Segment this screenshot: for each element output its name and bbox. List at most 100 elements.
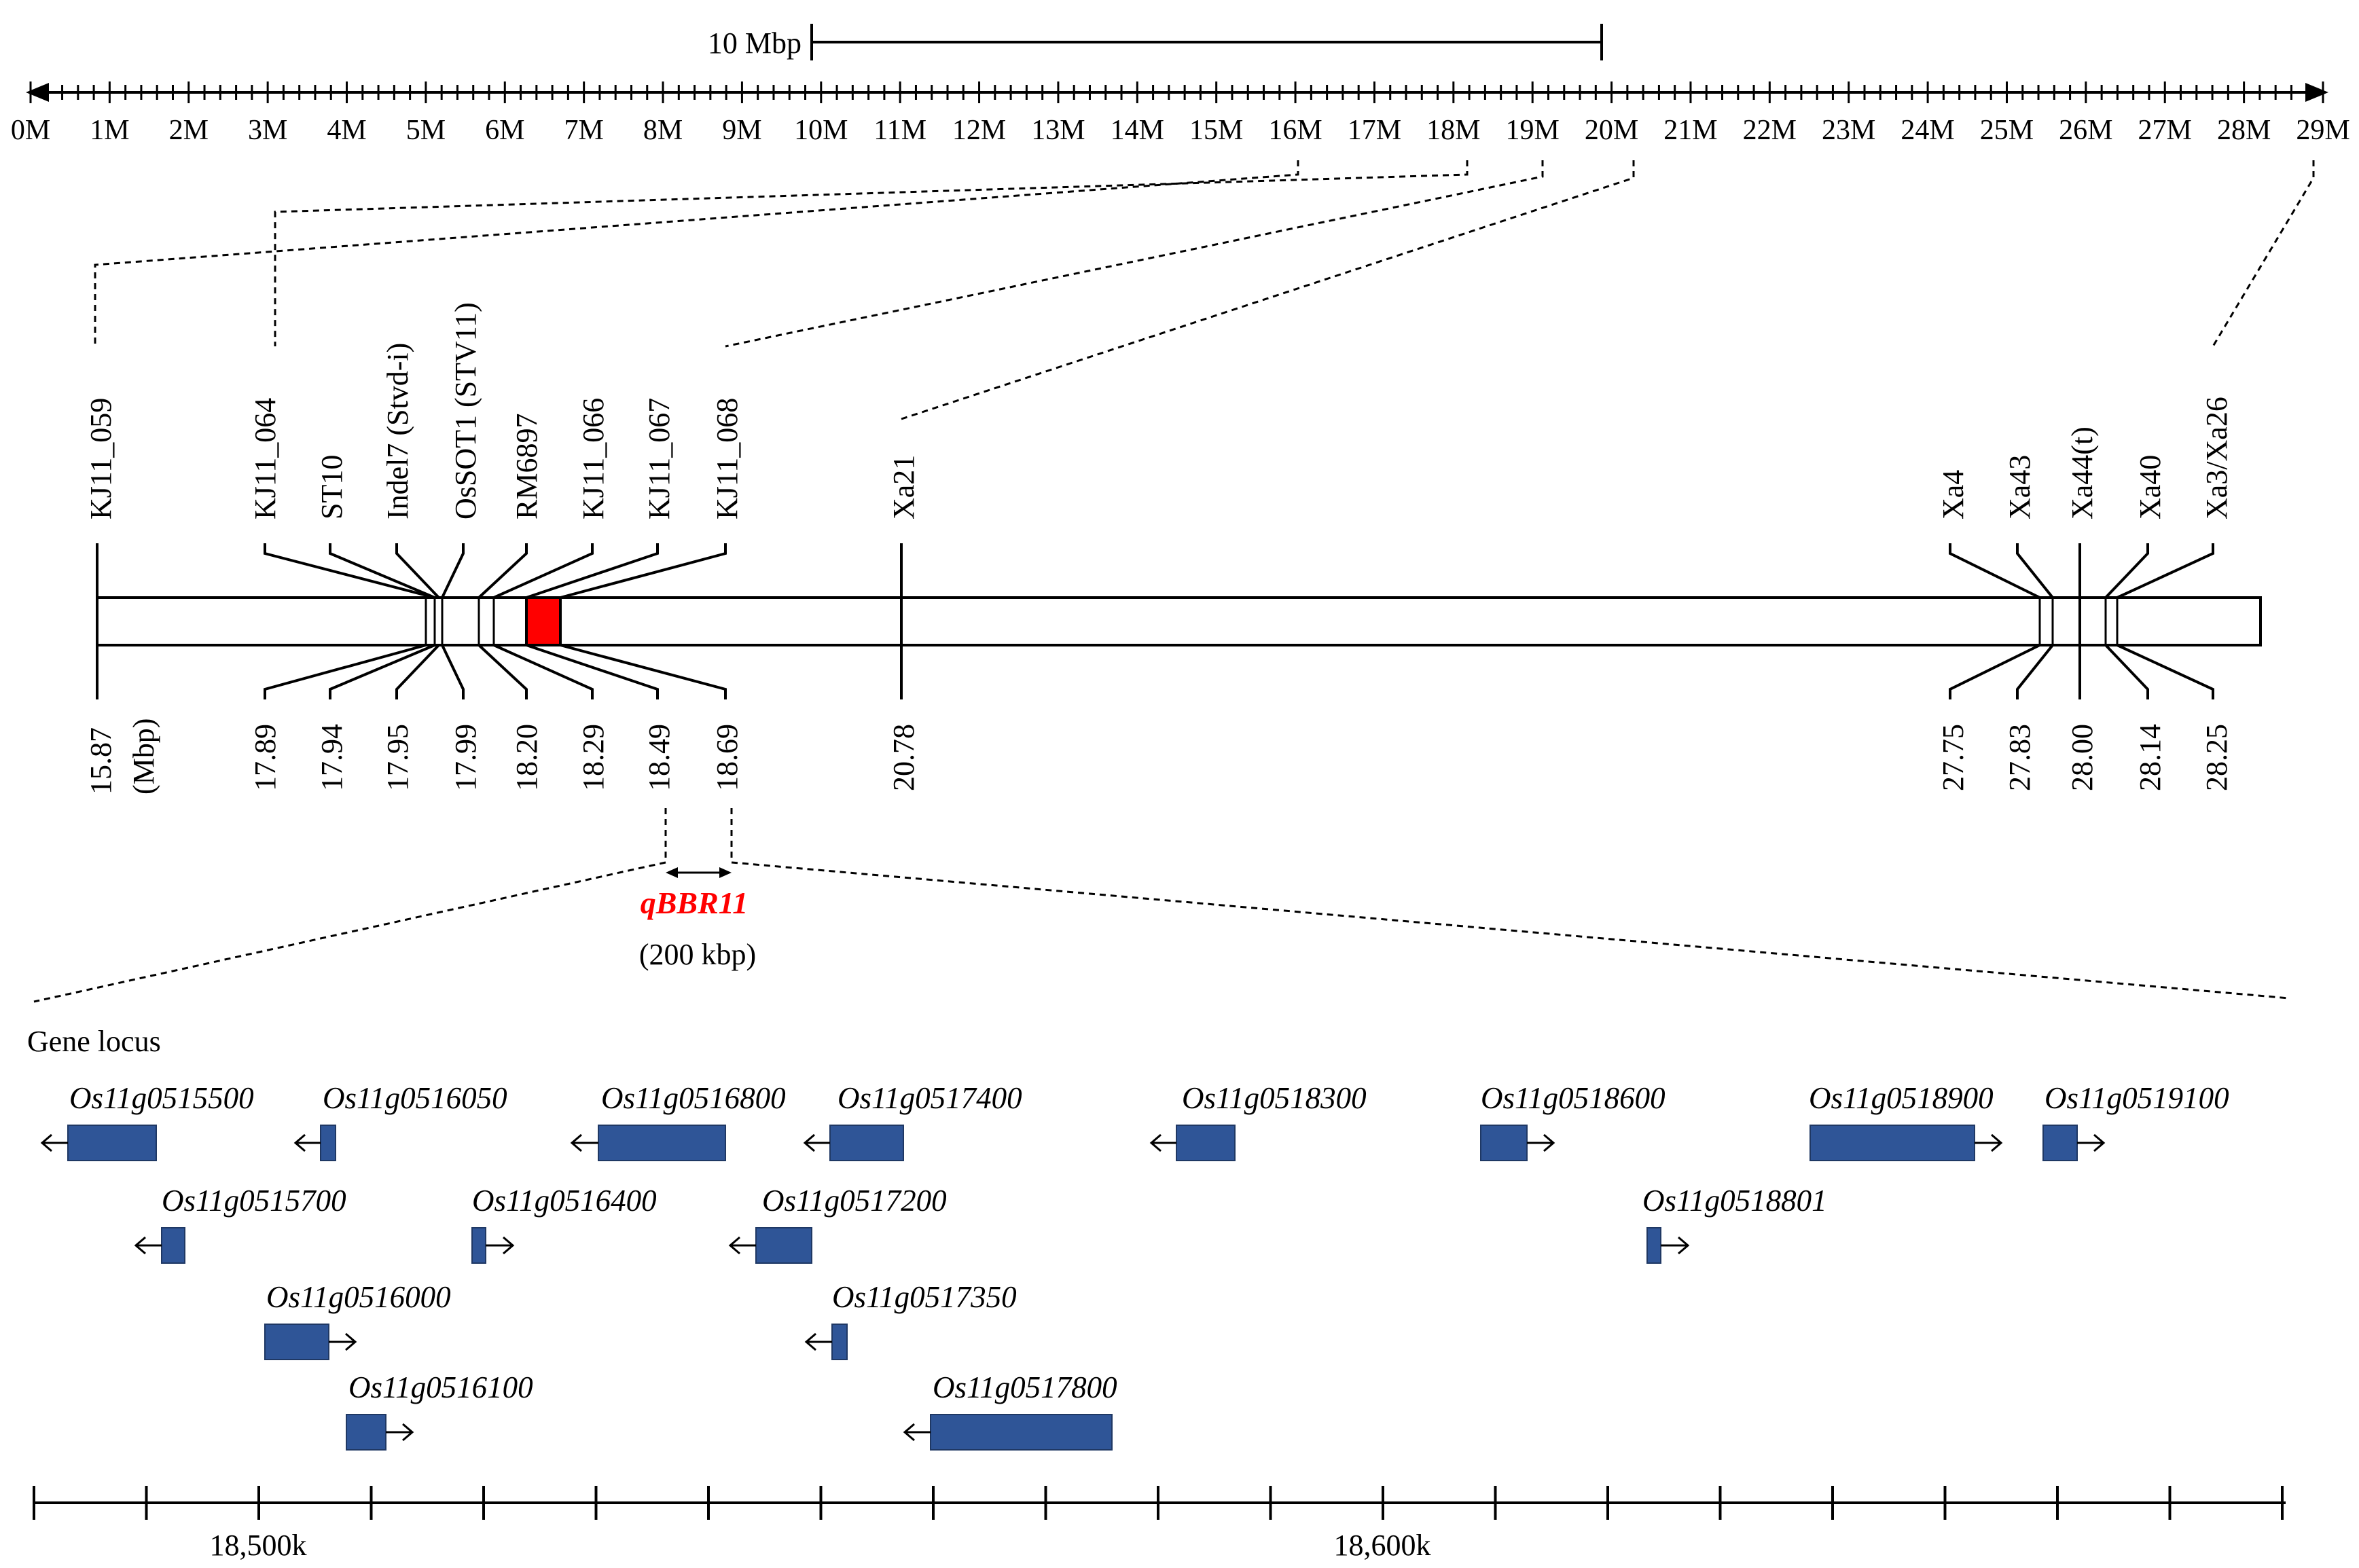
marker-name: KJ11_067 — [643, 398, 676, 519]
marker-name: Xa3/Xa26 — [2200, 397, 2233, 519]
marker-xa3-xa26: Xa3/Xa26 28.25 — [2117, 397, 2233, 791]
gene-os11g0518801: Os11g0518801 — [1642, 1184, 1827, 1264]
scale-label-18600k: 18,600k — [1334, 1529, 1431, 1562]
marker-xa40: Xa40 28.14 — [2104, 455, 2167, 791]
ruler-tick-labels: 0M 1M 2M 3M 4M 5M 6M 7M 8M 9M 10M 11M 12M 13M 14M 15M 16… — [11, 115, 2350, 146]
gene-os11g0517400: Os11g0517400 — [803, 1081, 1022, 1161]
gene-label: Os11g0518801 — [1642, 1184, 1827, 1218]
gene-os11g0519100: Os11g0519100 — [2042, 1081, 2229, 1161]
gene-label: Os11g0515700 — [162, 1184, 346, 1218]
gene-box — [1809, 1125, 1975, 1161]
ruler-tick-label: 20M — [1585, 115, 1638, 146]
physical-scale-ticks — [33, 1486, 2284, 1520]
gene-os11g0516000: Os11g0516000 — [264, 1280, 451, 1360]
ruler-tick-label: 19M — [1506, 115, 1560, 146]
gene-box — [1646, 1227, 1661, 1264]
qtl-size: (200 kbp) — [639, 938, 756, 971]
marker-position: 18.20 — [510, 724, 543, 791]
gene-box — [1176, 1125, 1236, 1161]
ruler-tick-label: 2M — [169, 115, 209, 146]
marker-kj11-064: KJ11_064 17.89 — [249, 398, 435, 791]
gene-box — [346, 1414, 386, 1451]
gene-box — [1480, 1125, 1528, 1161]
gene-label: Os11g0518300 — [1182, 1081, 1367, 1115]
marker-name: KJ11_064 — [249, 398, 282, 519]
marker-name: Xa4 — [1937, 470, 1970, 519]
qtl-span-left-arrow-icon — [666, 867, 678, 878]
ruler-tick-label: 8M — [643, 115, 683, 146]
marker-position: 27.83 — [2003, 724, 2036, 791]
gene-os11g0515500: Os11g0515500 — [40, 1081, 254, 1161]
marker-kj11-068: KJ11_068 18.69 — [560, 398, 744, 791]
marker-name: KJ11_068 — [710, 398, 744, 519]
gene-locus-title: Gene locus — [27, 1025, 161, 1058]
marker-position: 17.95 — [381, 724, 414, 791]
gene-os11g0517350: Os11g0517350 — [804, 1280, 1017, 1360]
marker-position: 17.94 — [315, 724, 348, 791]
chromosome-bar — [96, 596, 2262, 646]
gene-label: Os11g0518900 — [1809, 1081, 1994, 1115]
ruler-minor-ticks — [29, 81, 2324, 103]
gene-label: Os11g0515500 — [69, 1081, 254, 1115]
marker-ossot1: OsSOT1 (STV11) 17.99 — [441, 302, 482, 791]
chromosome-internal-bands — [425, 598, 2119, 645]
ruler-left-arrow-icon — [26, 83, 49, 102]
ruler-tick-label: 6M — [485, 115, 524, 146]
gene-box — [598, 1125, 726, 1161]
ruler-tick-label: 24M — [1901, 115, 1954, 146]
gene-box — [831, 1324, 848, 1360]
marker-position: 28.25 — [2200, 724, 2233, 791]
gene-os11g0516050: Os11g0516050 — [293, 1081, 507, 1161]
marker-indel7: Indel7 (Stvd-i) 17.95 — [381, 343, 440, 791]
marker-name: Xa43 — [2003, 455, 2036, 519]
ruler-tick-label: 5M — [406, 115, 446, 146]
ruler-tick-label: 26M — [2059, 115, 2112, 146]
ruler-tick-label: 21M — [1663, 115, 1717, 146]
marker-name: KJ11_066 — [577, 398, 610, 519]
physical-scale: 18,500k 18,600k — [33, 1486, 2286, 1562]
marker-kj11-059: KJ11_059 15.87 (Mbp) — [84, 398, 160, 795]
chromosome-ruler: 0M 1M 2M 3M 4M 5M 6M 7M 8M 9M 10M 11M 12M 13M 14M 15M 16… — [11, 81, 2350, 146]
ruler-tick-label: 11M — [874, 115, 926, 146]
gene-box — [161, 1227, 185, 1264]
marker-name: Indel7 (Stvd-i) — [381, 343, 414, 519]
gene-label: Os11g0518600 — [1481, 1081, 1665, 1115]
gene-label: Os11g0519100 — [2045, 1081, 2229, 1115]
ruler-tick-label: 28M — [2217, 115, 2271, 146]
gene-os11g0516800: Os11g0516800 — [570, 1081, 786, 1161]
marker-position: 27.75 — [1937, 724, 1970, 791]
ruler-tick-label: 1M — [90, 115, 129, 146]
marker-position: 18.49 — [643, 724, 676, 791]
gene-label: Os11g0516800 — [601, 1081, 786, 1115]
marker-position: 20.78 — [887, 724, 920, 791]
gene-box — [320, 1125, 336, 1161]
marker-xa43: Xa43 27.83 — [2003, 455, 2054, 791]
qtl-name: qBBR11 — [641, 886, 749, 920]
marker-position: 18.29 — [577, 724, 610, 791]
marker-kj11-067: KJ11_067 18.49 — [526, 398, 676, 791]
gene-box — [755, 1227, 812, 1264]
marker-name: RM6897 — [510, 414, 543, 519]
ruler-tick-label: 17M — [1348, 115, 1401, 146]
marker-name: OsSOT1 (STV11) — [449, 302, 482, 519]
marker-position: 15.87 — [84, 727, 118, 795]
gene-os11g0517200: Os11g0517200 — [728, 1184, 947, 1264]
marker-name: Xa44(t) — [2066, 426, 2099, 519]
gene-label: Os11g0517350 — [832, 1280, 1017, 1314]
gene-box — [829, 1125, 904, 1161]
gene-box — [2042, 1125, 2078, 1161]
ruler-tick-label: 27M — [2138, 115, 2192, 146]
gene-label: Os11g0517400 — [838, 1081, 1022, 1115]
marker-name: Xa40 — [2133, 455, 2167, 519]
gene-os11g0518600: Os11g0518600 — [1480, 1081, 1665, 1161]
qtl-annotation: qBBR11 (200 kbp) — [33, 808, 2290, 1003]
scale-bar-label: 10 Mbp — [708, 26, 802, 60]
marker-position: 17.99 — [449, 724, 482, 791]
gene-os11g0517800: Os11g0517800 — [903, 1370, 1117, 1451]
gene-label: Os11g0517200 — [762, 1184, 947, 1218]
ruler-tick-label: 15M — [1189, 115, 1243, 146]
qtl-span-right-arrow-icon — [719, 867, 732, 878]
marker-position: 28.14 — [2133, 724, 2167, 791]
ruler-tick-label: 14M — [1111, 115, 1164, 146]
gene-os11g0516100: Os11g0516100 — [346, 1370, 533, 1451]
